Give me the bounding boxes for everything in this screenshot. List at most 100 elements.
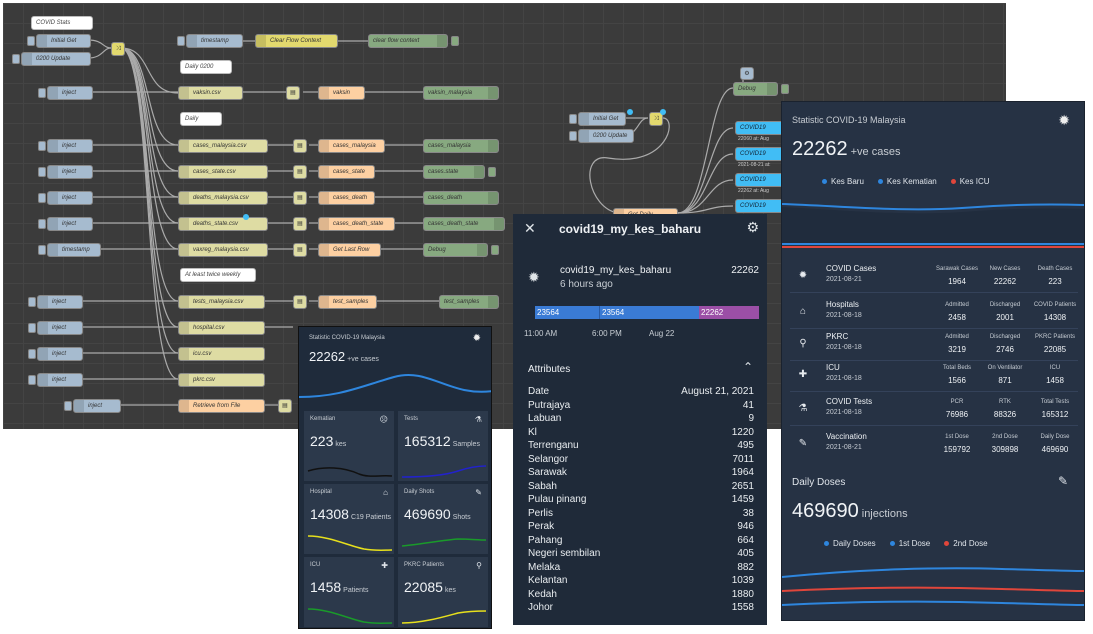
legend-item[interactable]: 2nd Dose: [944, 539, 988, 548]
debug-node[interactable]: Debug: [423, 243, 488, 257]
csv-parser-node[interactable]: ▤: [286, 86, 300, 100]
legend-item[interactable]: Daily Doses: [824, 539, 876, 548]
inject-trigger-button[interactable]: [64, 401, 72, 411]
change-clear-flow-context[interactable]: Clear Flow Context: [255, 34, 338, 48]
gear-icon[interactable]: ⚙: [746, 219, 759, 235]
inject-timestamp[interactable]: timestamp: [47, 243, 101, 257]
inject-trigger-button[interactable]: [28, 375, 36, 385]
function-get-last-row[interactable]: Get Last Row: [318, 243, 381, 257]
csv-parser-node[interactable]: ▤: [293, 243, 307, 257]
csv-parser-node[interactable]: ▤: [278, 399, 292, 413]
stat-card[interactable]: Hospital ⌂ 14308 C19 Patients: [304, 484, 394, 554]
debug-vaksin-malaysia[interactable]: vaksin_malaysia: [423, 86, 499, 100]
node-red-canvas-right[interactable]: ⚙ Initial Get 0200 Update ⤨ Debug COVID1…: [548, 58, 789, 228]
ha-entity-covid19[interactable]: COVID19: [735, 121, 785, 135]
csv-parser-node[interactable]: ▤: [293, 139, 307, 153]
chevron-up-icon[interactable]: ⌃: [742, 360, 753, 374]
ha-entity-covid19[interactable]: COVID19: [735, 147, 785, 161]
comment-daily[interactable]: Daily: [180, 112, 222, 126]
function-test-samples[interactable]: test_samples: [318, 295, 377, 309]
file-cases-state-csv[interactable]: cases_state.csv: [178, 165, 268, 179]
debug-cases-state[interactable]: cases.state: [423, 165, 485, 179]
close-icon[interactable]: ✕: [524, 220, 536, 236]
legend-item[interactable]: Kes Baru: [822, 177, 864, 186]
ha-entity-covid19[interactable]: COVID19: [735, 199, 785, 213]
inject-trigger-button[interactable]: [177, 36, 185, 46]
attributes-header[interactable]: Attributes: [528, 364, 571, 375]
csv-parser-node[interactable]: ▤: [293, 191, 307, 205]
inject-trigger-button[interactable]: [38, 167, 46, 177]
inject-trigger-button[interactable]: [38, 219, 46, 229]
stat-card[interactable]: Kematian ☹ 223 kes: [304, 411, 394, 481]
csv-parser-node[interactable]: ▤: [293, 295, 307, 309]
file-deaths-state-csv[interactable]: deaths_state.csv: [178, 217, 268, 231]
inject-trigger-button[interactable]: [569, 131, 577, 141]
inject-0200-update-right[interactable]: 0200 Update: [578, 129, 634, 143]
comment-covid-stats[interactable]: COVID Stats: [31, 16, 93, 30]
file-icu-csv[interactable]: icu.csv: [178, 347, 265, 361]
inject-retrieve[interactable]: inject: [73, 399, 121, 413]
inject-trigger-button[interactable]: [27, 36, 35, 46]
comment-daily-0200[interactable]: Daily 0200: [180, 60, 232, 74]
inject-vaksin[interactable]: inject: [47, 86, 93, 100]
debug-toggle-button[interactable]: [781, 84, 789, 94]
file-vaxreg-malaysia-csv[interactable]: vaxreg_malaysia.csv: [178, 243, 268, 257]
inject-initial-get-right[interactable]: Initial Get: [578, 112, 626, 126]
inject-trigger-button[interactable]: [38, 193, 46, 203]
inject-trigger-button[interactable]: [28, 349, 36, 359]
file-cases-malaysia-csv[interactable]: cases_malaysia.csv: [178, 139, 268, 153]
ha-entity-covid19[interactable]: COVID19: [735, 173, 785, 187]
inject-deaths-state[interactable]: inject: [47, 217, 93, 231]
inject-trigger-button[interactable]: [38, 88, 46, 98]
inject-cases-state[interactable]: inject: [47, 165, 93, 179]
file-hospital-csv[interactable]: hospital.csv: [178, 321, 265, 335]
inject-trigger-button[interactable]: [38, 141, 46, 151]
inject-0200-update[interactable]: 0200 Update: [21, 52, 91, 66]
legend-item[interactable]: 1st Dose: [889, 539, 930, 548]
inject-trigger-button[interactable]: [569, 114, 577, 124]
inject-deaths-malaysia[interactable]: inject: [47, 191, 93, 205]
ha-server-node[interactable]: ⚙: [740, 67, 754, 80]
function-cases-state[interactable]: cases_state: [318, 165, 375, 179]
debug-cases-death[interactable]: cases_death: [423, 191, 499, 205]
debug-toggle-button[interactable]: [491, 245, 499, 255]
inject-cases-malaysia[interactable]: inject: [47, 139, 93, 153]
function-vaksin[interactable]: vaksin: [318, 86, 365, 100]
file-retrieve-from-file[interactable]: Retrieve from File: [178, 399, 265, 413]
function-cases-death-state[interactable]: cases_death_state: [318, 217, 395, 231]
function-cases-malaysia[interactable]: cases_malaysia: [318, 139, 385, 153]
file-vaksin-csv[interactable]: vaksin.csv: [178, 86, 243, 100]
inject-hospital[interactable]: inject: [37, 321, 83, 335]
debug-cases-malaysia[interactable]: cases_malaysia: [423, 139, 499, 153]
file-deaths-malaysia-csv[interactable]: deaths_malaysia.csv: [178, 191, 268, 205]
inject-trigger-button[interactable]: [38, 245, 46, 255]
inject-trigger-button[interactable]: [28, 297, 36, 307]
inject-timestamp-top[interactable]: timestamp: [186, 34, 243, 48]
stat-card[interactable]: Tests ⚗ 165312 Samples: [398, 411, 488, 481]
switch-node[interactable]: ⤨: [649, 112, 663, 126]
stat-card[interactable]: PKRC Patients ⚲ 22085 kes: [398, 557, 488, 627]
file-pkrc-csv[interactable]: pkrc.csv: [178, 373, 265, 387]
csv-parser-node[interactable]: ▤: [293, 217, 307, 231]
stat-card[interactable]: ICU ✚ 1458 Patients: [304, 557, 394, 627]
csv-parser-node[interactable]: ▤: [293, 165, 307, 179]
comment-twice-weekly[interactable]: At least twice weekly: [180, 268, 256, 282]
legend-item[interactable]: Kes ICU: [950, 177, 990, 186]
legend-item[interactable]: Kes Kematian: [877, 177, 937, 186]
file-tests-malaysia-csv[interactable]: tests_malaysia.csv: [178, 295, 265, 309]
function-cases-death[interactable]: cases_death: [318, 191, 375, 205]
inject-initial-get[interactable]: Initial Get: [36, 34, 91, 48]
history-timeline[interactable]: 23564 23564 22262: [535, 306, 759, 319]
debug-cases-death-state[interactable]: cases_death_state: [423, 217, 505, 231]
switch-node[interactable]: ⤨: [111, 42, 125, 56]
debug-clear-flow-context[interactable]: clear flow context: [368, 34, 448, 48]
debug-node-right[interactable]: Debug: [733, 82, 778, 96]
debug-test-samples[interactable]: test_samples: [439, 295, 499, 309]
inject-trigger-button[interactable]: [12, 54, 20, 64]
inject-tests[interactable]: inject: [37, 295, 83, 309]
debug-toggle-button[interactable]: [488, 167, 496, 177]
stat-card[interactable]: Daily Shots ✎ 469690 Shots: [398, 484, 488, 554]
inject-trigger-button[interactable]: [28, 323, 36, 333]
inject-icu[interactable]: inject: [37, 347, 83, 361]
inject-pkrc[interactable]: inject: [37, 373, 83, 387]
